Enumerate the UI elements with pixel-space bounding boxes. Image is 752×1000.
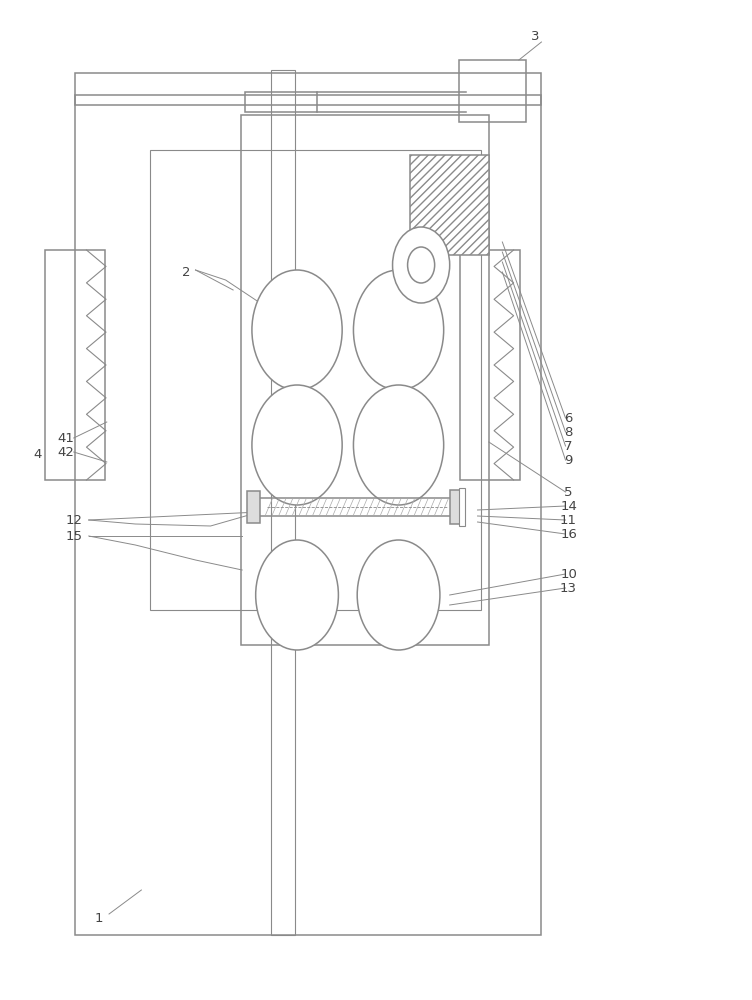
- Bar: [460, 250, 520, 480]
- Circle shape: [252, 270, 342, 390]
- Text: 12: 12: [65, 514, 82, 526]
- Text: 9: 9: [564, 454, 573, 466]
- Bar: [75, 95, 541, 935]
- Circle shape: [353, 270, 444, 390]
- Circle shape: [353, 385, 444, 505]
- Bar: [245, 92, 317, 112]
- Text: 13: 13: [560, 582, 577, 594]
- Text: 16: 16: [560, 528, 577, 540]
- Text: 1: 1: [95, 912, 104, 924]
- Bar: [241, 115, 489, 645]
- Circle shape: [256, 540, 338, 650]
- Bar: [259, 498, 451, 516]
- Text: 42: 42: [58, 446, 74, 458]
- Text: 5: 5: [564, 486, 573, 498]
- Text: 14: 14: [560, 499, 577, 512]
- Bar: [45, 250, 105, 480]
- Text: 10: 10: [560, 568, 577, 580]
- Bar: [450, 490, 460, 524]
- Circle shape: [357, 540, 440, 650]
- Bar: [410, 155, 489, 255]
- Text: 6: 6: [564, 412, 573, 424]
- Bar: [150, 150, 481, 610]
- Bar: [247, 491, 260, 523]
- Circle shape: [408, 247, 435, 283]
- Text: 8: 8: [564, 426, 573, 438]
- Text: 2: 2: [182, 265, 191, 278]
- Bar: [271, 70, 295, 935]
- Text: 41: 41: [58, 432, 74, 444]
- Bar: [459, 60, 526, 122]
- Circle shape: [393, 227, 450, 303]
- Text: 3: 3: [531, 30, 540, 43]
- Bar: [459, 488, 465, 526]
- Text: 4: 4: [33, 448, 42, 462]
- Text: 7: 7: [564, 440, 573, 452]
- Text: 15: 15: [65, 530, 82, 542]
- Circle shape: [252, 385, 342, 505]
- Bar: [75, 73, 541, 105]
- Text: 11: 11: [560, 514, 577, 526]
